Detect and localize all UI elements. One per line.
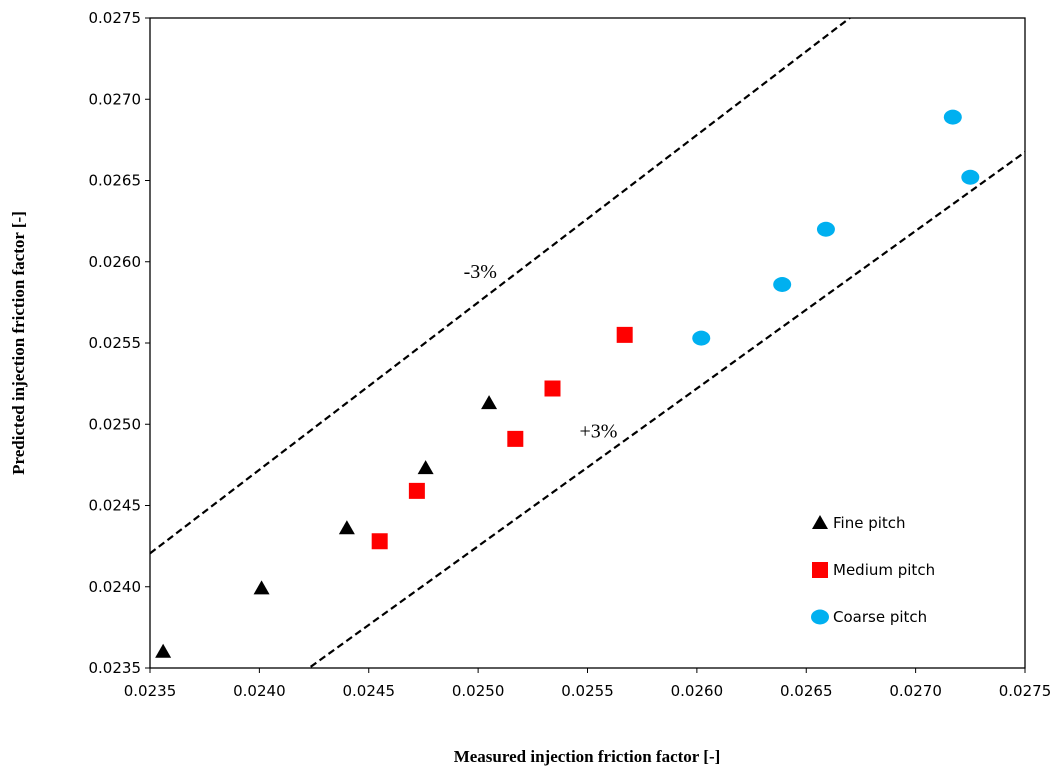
x-tick-label: 0.0270 bbox=[889, 682, 942, 700]
y-axis: 0.0235 0.0240 0.0245 0.0250 0.0255 0.0260 0.02… bbox=[89, 9, 150, 677]
data-point-circle bbox=[961, 169, 980, 185]
reference-line-plus-3 bbox=[307, 151, 1025, 668]
legend: Fine pitch Medium pitch Coarse pitch bbox=[811, 514, 935, 626]
data-point-triangle bbox=[417, 460, 434, 475]
y-tick-label: 0.0245 bbox=[89, 497, 142, 515]
y-tick-label: 0.0260 bbox=[89, 253, 142, 271]
data-point-square bbox=[616, 326, 633, 343]
x-tick-label: 0.0250 bbox=[452, 682, 505, 700]
legend-label: Coarse pitch bbox=[833, 608, 927, 626]
legend-marker bbox=[812, 562, 828, 578]
data-point-triangle bbox=[481, 395, 498, 410]
reference-line-label: -3% bbox=[464, 261, 497, 283]
y-axis-title: Predicted injection friction factor [-] bbox=[9, 211, 28, 475]
y-tick-label: 0.0235 bbox=[89, 659, 142, 677]
x-axis-title: Measured injection friction factor [-] bbox=[454, 747, 721, 766]
x-tick-label: 0.0260 bbox=[671, 682, 724, 700]
reference-line-minus-3 bbox=[150, 18, 852, 555]
data-point-triangle bbox=[253, 580, 270, 595]
legend-marker bbox=[811, 609, 829, 625]
x-axis: 0.0235 0.0240 0.0245 0.0250 0.0255 0.0260 0.02… bbox=[124, 668, 1052, 700]
y-tick-label: 0.0275 bbox=[89, 9, 142, 27]
y-tick-label: 0.0250 bbox=[89, 415, 142, 433]
x-tick-label: 0.0275 bbox=[999, 682, 1052, 700]
legend-marker bbox=[812, 515, 828, 529]
x-tick-label: 0.0265 bbox=[780, 682, 833, 700]
data-point-square bbox=[507, 430, 524, 447]
data-point-circle bbox=[773, 277, 792, 292]
y-tick-label: 0.0265 bbox=[89, 172, 142, 190]
data-point-circle bbox=[816, 221, 835, 237]
x-tick-label: 0.0255 bbox=[561, 682, 614, 700]
x-tick-label: 0.0240 bbox=[233, 682, 286, 700]
y-tick-label: 0.0255 bbox=[89, 334, 142, 352]
legend-label: Medium pitch bbox=[833, 561, 935, 579]
annotations: -3% +3% bbox=[464, 261, 618, 442]
x-tick-label: 0.0245 bbox=[343, 682, 396, 700]
data-point-square bbox=[544, 380, 561, 397]
data-point-triangle bbox=[155, 643, 172, 658]
data-point-circle bbox=[692, 330, 711, 346]
reference-lines bbox=[150, 18, 1025, 668]
data-point-circle bbox=[943, 109, 962, 125]
data-points bbox=[155, 109, 980, 658]
y-tick-label: 0.0270 bbox=[89, 90, 142, 108]
data-point-square bbox=[408, 482, 425, 499]
data-point-triangle bbox=[338, 520, 355, 535]
y-tick-label: 0.0240 bbox=[89, 578, 142, 596]
x-tick-label: 0.0235 bbox=[124, 682, 177, 700]
reference-line-label: +3% bbox=[579, 420, 617, 442]
data-point-square bbox=[371, 533, 388, 550]
legend-label: Fine pitch bbox=[833, 514, 906, 532]
